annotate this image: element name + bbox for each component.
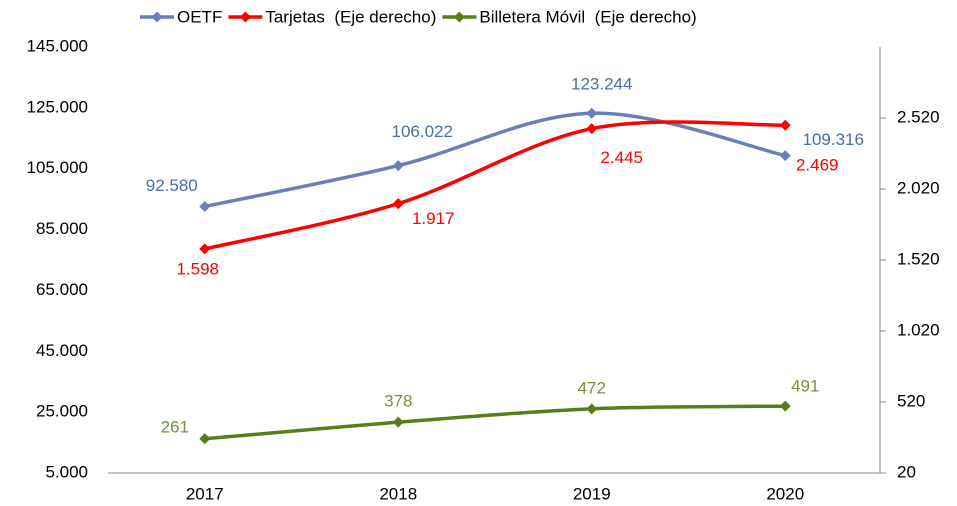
series-line xyxy=(204,111,786,209)
point-marker xyxy=(779,119,791,131)
data-label: 106.022 xyxy=(392,122,453,141)
y-tick-label: 5.000 xyxy=(45,462,88,481)
data-label: 261 xyxy=(161,417,189,436)
point-marker xyxy=(586,107,598,119)
point-marker xyxy=(199,243,211,255)
series-line xyxy=(204,120,786,251)
point-marker xyxy=(586,403,598,415)
y2-tick-label: 1.020 xyxy=(897,320,940,339)
legend-marker xyxy=(453,11,465,23)
x-tick-label: 2018 xyxy=(379,484,417,503)
y2-tick-label: 20 xyxy=(897,462,916,481)
data-label: 109.316 xyxy=(803,130,864,149)
y-tick-label: 145.000 xyxy=(27,36,88,55)
x-tick-label: 2020 xyxy=(766,484,804,503)
data-label: 378 xyxy=(384,392,412,411)
y2-tick-label: 2.520 xyxy=(897,107,940,126)
point-marker xyxy=(199,201,211,213)
y2-tick-label: 2.020 xyxy=(897,178,940,197)
legend-marker xyxy=(151,11,163,23)
y-tick-label: 45.000 xyxy=(36,341,88,360)
point-marker xyxy=(199,433,211,445)
data-label: 123.244 xyxy=(571,75,632,94)
x-tick-label: 2017 xyxy=(186,484,224,503)
point-marker xyxy=(392,198,404,210)
legend-label: OETF xyxy=(177,7,222,26)
point-marker xyxy=(779,150,791,162)
point-marker xyxy=(586,123,598,135)
y2-tick-label: 1.520 xyxy=(897,249,940,268)
data-label: 1.598 xyxy=(176,259,219,278)
legend-marker xyxy=(239,11,251,23)
data-label: 491 xyxy=(791,377,819,396)
series-line xyxy=(204,404,786,441)
y-tick-label: 125.000 xyxy=(27,97,88,116)
point-marker xyxy=(392,160,404,172)
y-tick-label: 85.000 xyxy=(36,219,88,238)
y-tick-label: 65.000 xyxy=(36,280,88,299)
legend-label: Billetera Móvil (Eje derecho) xyxy=(479,7,696,26)
data-label: 92.580 xyxy=(146,176,198,195)
point-marker xyxy=(779,400,791,412)
data-label: 472 xyxy=(578,378,606,397)
y2-tick-label: 520 xyxy=(897,391,925,410)
data-label: 2.469 xyxy=(796,156,839,175)
legend-label: Tarjetas (Eje derecho) xyxy=(265,7,436,26)
y-tick-label: 105.000 xyxy=(27,158,88,177)
y-tick-label: 25.000 xyxy=(36,402,88,421)
data-label: 2.445 xyxy=(600,148,643,167)
point-marker xyxy=(392,416,404,428)
x-tick-label: 2019 xyxy=(573,484,611,503)
data-label: 1.917 xyxy=(412,209,455,228)
